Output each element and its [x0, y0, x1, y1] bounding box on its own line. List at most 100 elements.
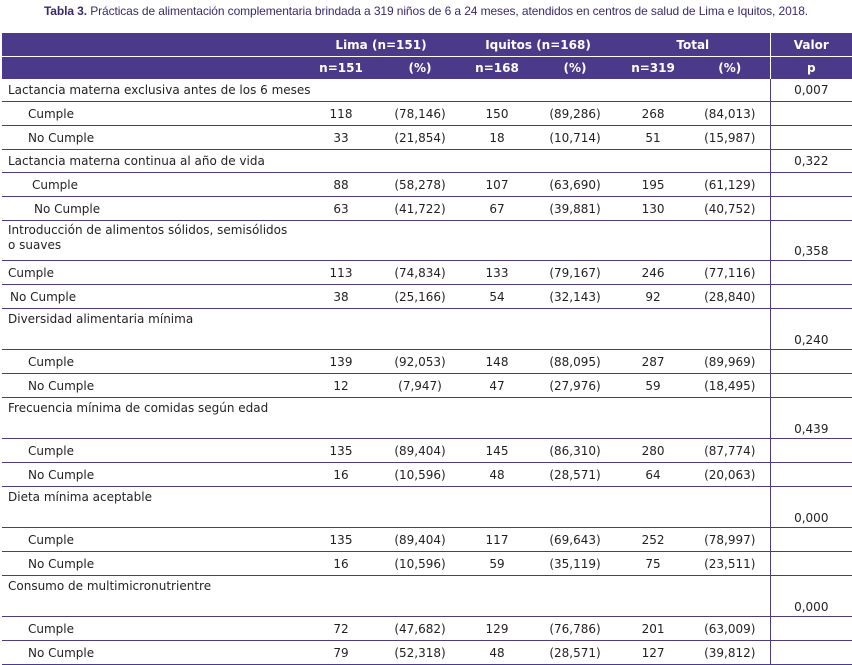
- cell-value: 129: [460, 616, 534, 641]
- cell-value: 92: [616, 284, 691, 309]
- cell-value: (32,143): [534, 284, 617, 309]
- cell-value: 127: [616, 640, 691, 665]
- cell-value: (10,714): [534, 125, 617, 150]
- subheader-empty: [2, 56, 302, 79]
- section-title-row: Introducción de alimentos sólidos, semis…: [2, 220, 852, 261]
- cell-value: (25,166): [380, 284, 460, 309]
- row-label: No Cumple: [2, 373, 302, 398]
- data-table: Lima (n=151) Iquitos (n=168) Total Valor…: [2, 33, 852, 665]
- section-title-row: Consumo de multimicronutrientre 0,000: [2, 575, 852, 617]
- cell-value: 118: [302, 101, 380, 126]
- cell-value: 145: [460, 438, 534, 463]
- caption-text: Prácticas de alimentación complementaria…: [86, 4, 809, 18]
- row-label: No Cumple: [2, 551, 302, 576]
- cell-value: (52,318): [380, 640, 460, 665]
- cell-value: (74,834): [380, 260, 460, 285]
- table-row: Cumple 88 (58,278) 107 (63,690) 195 (61,129): [2, 172, 852, 197]
- cell-value: 72: [302, 616, 380, 641]
- section-title: Lactancia materna continua al año de vid…: [2, 149, 771, 173]
- subheader-p: p: [769, 56, 852, 79]
- header-valor: Valor: [769, 33, 852, 57]
- section-title-row: Diversidad alimentaria mínima 0,240: [2, 308, 852, 350]
- cell-value: (84,013): [690, 101, 771, 126]
- table-row: Cumple 135 (89,404) 117 (69,643) 252 (78,997): [2, 527, 852, 552]
- row-label: Cumple: [2, 349, 302, 374]
- cell-value: (63,009): [690, 616, 771, 641]
- p-value-empty: [769, 349, 852, 374]
- cell-value: 33: [302, 125, 380, 150]
- p-value-empty: [769, 551, 852, 576]
- row-label: No Cumple: [2, 284, 302, 309]
- caption-label: Tabla 3.: [43, 4, 87, 18]
- table-container: Lima (n=151) Iquitos (n=168) Total Valor…: [2, 33, 852, 665]
- table-row: Cumple 118 (78,146) 150 (89,286) 268 (84,013): [2, 101, 852, 126]
- table-row: Cumple 113 (74,834) 133 (79,167) 246 (77,116): [2, 260, 852, 285]
- cell-value: (92,053): [380, 349, 460, 374]
- row-label: No Cumple: [2, 462, 302, 487]
- row-label: Cumple: [2, 438, 302, 463]
- cell-value: 280: [616, 438, 691, 463]
- cell-value: 139: [302, 349, 380, 374]
- p-value-empty: [769, 462, 852, 487]
- p-value-empty: [769, 196, 852, 221]
- header-empty: [2, 33, 302, 57]
- row-label: No Cumple: [2, 196, 302, 221]
- subheader-total-pct: (%): [690, 56, 771, 79]
- cell-value: 48: [460, 640, 534, 665]
- cell-value: (69,643): [534, 527, 617, 552]
- table-row: No Cumple 63 (41,722) 67 (39,881) 130 (40,752): [2, 196, 852, 221]
- cell-value: (89,286): [534, 101, 617, 126]
- cell-value: 16: [302, 551, 380, 576]
- cell-value: (86,310): [534, 438, 617, 463]
- table-row: No Cumple 38 (25,166) 54 (32,143) 92 (28,840): [2, 284, 852, 309]
- cell-value: 64: [616, 462, 691, 487]
- p-value-empty: [769, 284, 852, 309]
- cell-value: (89,969): [690, 349, 771, 374]
- cell-value: 252: [616, 527, 691, 552]
- cell-value: (47,682): [380, 616, 460, 641]
- cell-value: 16: [302, 462, 380, 487]
- cell-value: 51: [616, 125, 691, 150]
- cell-value: 135: [302, 438, 380, 463]
- p-value-empty: [769, 438, 852, 463]
- p-value: 0,322: [769, 149, 852, 173]
- row-label: Cumple: [2, 616, 302, 641]
- row-label: Cumple: [2, 101, 302, 126]
- header-iquitos: Iquitos (n=168): [460, 33, 617, 57]
- cell-value: 133: [460, 260, 534, 285]
- cell-value: 63: [302, 196, 380, 221]
- cell-value: 79: [302, 640, 380, 665]
- p-value: 0,007: [769, 79, 852, 102]
- cell-value: (15,987): [690, 125, 771, 150]
- section-title-row: Dieta mínima aceptable 0,000: [2, 486, 852, 528]
- section-title-text: Introducción de alimentos sólidos, semis…: [8, 223, 288, 252]
- section-title: Diversidad alimentaria mínima: [2, 308, 771, 350]
- section-title: Introducción de alimentos sólidos, semis…: [2, 220, 771, 261]
- table-caption: Tabla 3. Prácticas de alimentación compl…: [0, 4, 852, 18]
- cell-value: (28,840): [690, 284, 771, 309]
- cell-value: 130: [616, 196, 691, 221]
- header-lima: Lima (n=151): [302, 33, 460, 57]
- cell-value: 201: [616, 616, 691, 641]
- cell-value: (28,571): [534, 640, 617, 665]
- row-label: Cumple: [2, 172, 302, 197]
- cell-value: 59: [460, 551, 534, 576]
- cell-value: (89,404): [380, 527, 460, 552]
- section-title: Consumo de multimicronutrientre: [2, 575, 771, 617]
- cell-value: 48: [460, 462, 534, 487]
- p-value: 0,000: [769, 575, 852, 617]
- cell-value: (78,997): [690, 527, 771, 552]
- table-row: Cumple 135 (89,404) 145 (86,310) 280 (87,774): [2, 438, 852, 463]
- cell-value: 88: [302, 172, 380, 197]
- table-row: No Cumple 12 (7,947) 47 (27,976) 59 (18,495): [2, 373, 852, 398]
- section-title-row: Frecuencia mínima de comidas según edad 0…: [2, 397, 852, 439]
- table-row: No Cumple 16 (10,596) 59 (35,119) 75 (23,511): [2, 551, 852, 576]
- cell-value: (61,129): [690, 172, 771, 197]
- p-value-empty: [769, 260, 852, 285]
- p-value: 0,358: [769, 220, 852, 261]
- subheader-lima-n: n=151: [302, 56, 380, 79]
- cell-value: 150: [460, 101, 534, 126]
- cell-value: 148: [460, 349, 534, 374]
- cell-value: (35,119): [534, 551, 617, 576]
- cell-value: 75: [616, 551, 691, 576]
